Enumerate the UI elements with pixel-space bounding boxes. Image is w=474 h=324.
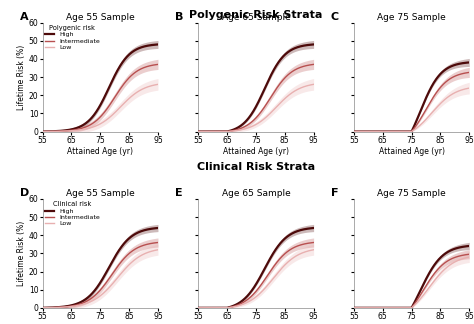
Text: C: C [331, 12, 339, 22]
Legend: High, Intermediate, Low: High, Intermediate, Low [45, 201, 100, 227]
X-axis label: Attained Age (yr): Attained Age (yr) [67, 147, 133, 156]
Title: Age 65 Sample: Age 65 Sample [221, 189, 291, 198]
Y-axis label: Lifetime Risk (%): Lifetime Risk (%) [17, 44, 26, 110]
Text: B: B [175, 12, 183, 22]
Y-axis label: Lifetime Risk (%): Lifetime Risk (%) [17, 221, 26, 286]
X-axis label: Attained Age (yr): Attained Age (yr) [379, 147, 445, 156]
Text: E: E [175, 188, 183, 198]
Title: Age 65 Sample: Age 65 Sample [221, 13, 291, 22]
Title: Age 75 Sample: Age 75 Sample [377, 189, 446, 198]
Text: F: F [331, 188, 338, 198]
X-axis label: Attained Age (yr): Attained Age (yr) [223, 147, 289, 156]
Text: D: D [19, 188, 29, 198]
Text: A: A [19, 12, 28, 22]
Title: Age 75 Sample: Age 75 Sample [377, 13, 446, 22]
Text: Polygenic Risk Strata: Polygenic Risk Strata [189, 10, 323, 20]
Title: Age 55 Sample: Age 55 Sample [66, 189, 135, 198]
Title: Age 55 Sample: Age 55 Sample [66, 13, 135, 22]
Legend: High, Intermediate, Low: High, Intermediate, Low [45, 25, 100, 51]
Text: Clinical Risk Strata: Clinical Risk Strata [197, 162, 315, 172]
